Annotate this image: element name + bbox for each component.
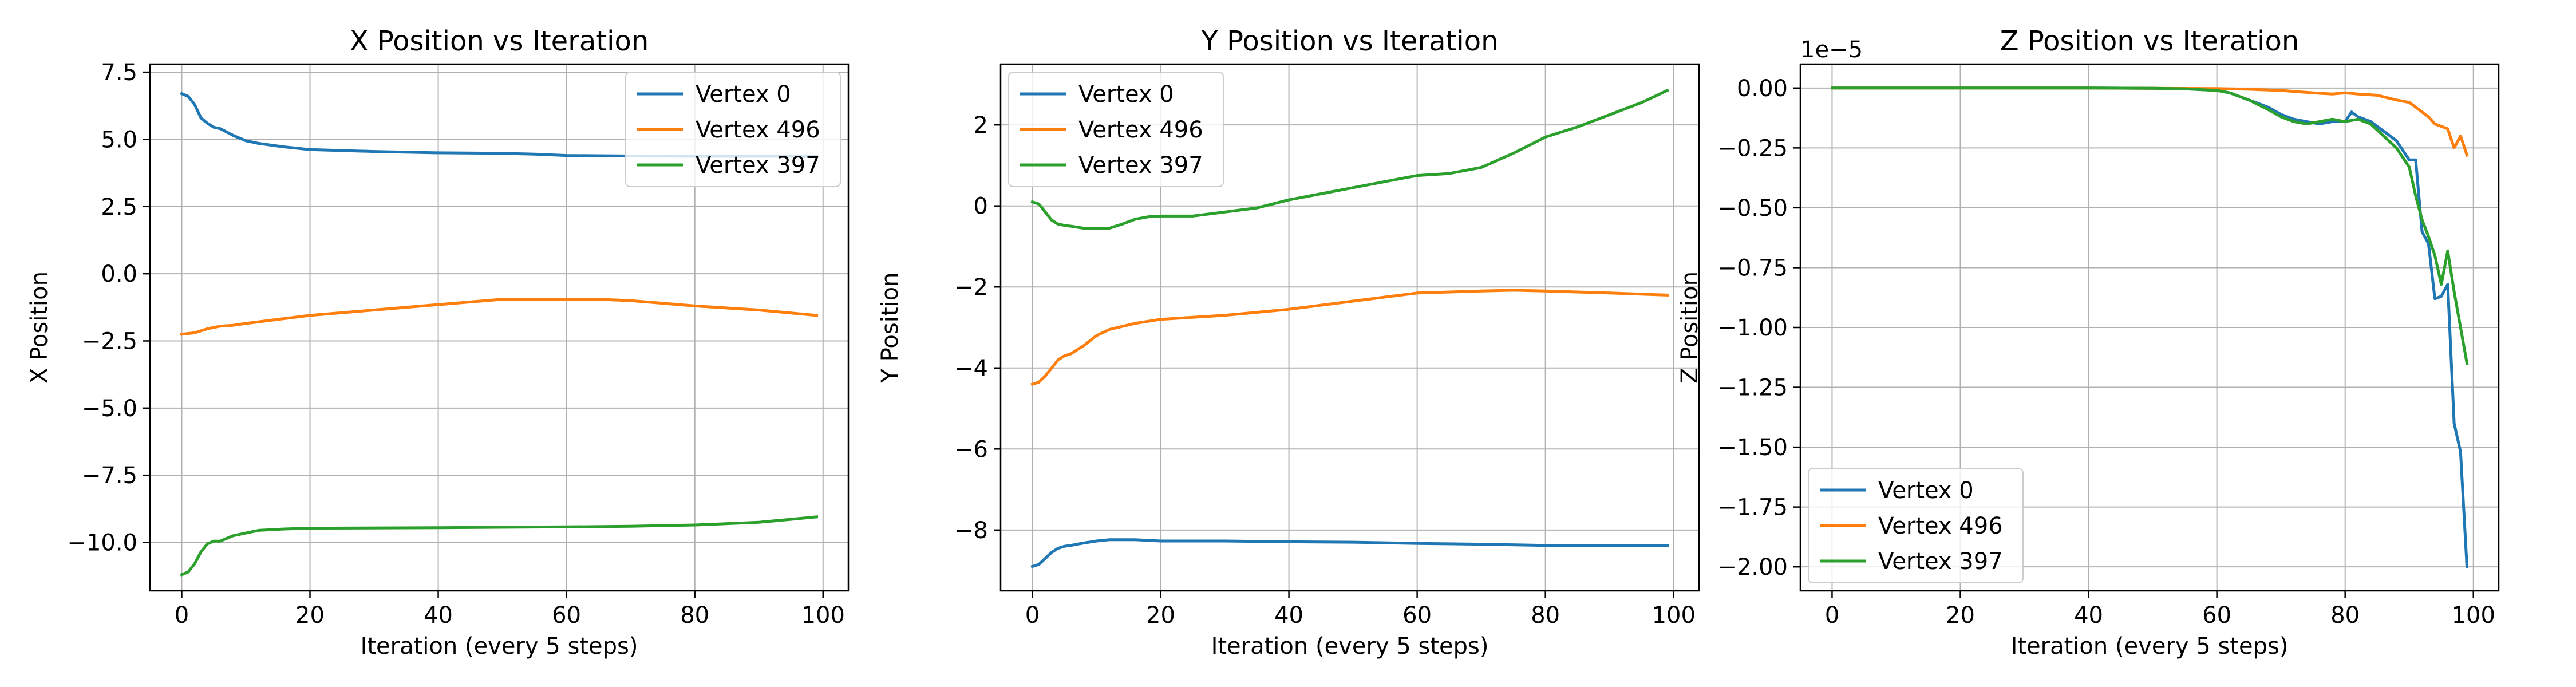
- x-tick-label: 100: [1652, 602, 1696, 629]
- x-tick-label: 40: [2074, 602, 2103, 629]
- chart-title: Y Position vs Iteration: [1201, 25, 1499, 57]
- legend-label: Vertex 0: [1878, 477, 1974, 504]
- y-tick-label: −1.75: [1717, 495, 1788, 521]
- y-tick-label: −7.5: [82, 463, 137, 489]
- x-tick-label: 100: [801, 602, 845, 629]
- y-tick-label: −0.50: [1717, 195, 1788, 222]
- plot-frame: [999, 63, 1700, 592]
- series-line: [1030, 289, 1669, 386]
- legend-label: Vertex 0: [696, 81, 791, 108]
- x-tick-label: 0: [1025, 602, 1040, 629]
- series-line: [1831, 86, 2469, 365]
- legend-label: Vertex 397: [696, 152, 820, 179]
- x-tick-label: 100: [2452, 602, 2495, 629]
- series-line: [180, 515, 819, 577]
- y-tick-label: −1.50: [1717, 435, 1788, 461]
- y-tick-label: 0.0: [101, 261, 137, 287]
- legend-box: [625, 72, 841, 187]
- x-axis-label: Iteration (every 5 steps): [1211, 633, 1489, 660]
- chart-panel-3: 0 20 40 60 80 100 0.00 −0.25 −0.50 −0.75 −1.00 −1.2…: [1677, 25, 2500, 660]
- legend-label: Vertex 397: [1878, 548, 2003, 575]
- y-tick-label: −5.0: [82, 396, 137, 422]
- y-tick-label: −2.5: [82, 328, 137, 354]
- y-tick-label: 7.5: [101, 60, 137, 86]
- legend-label: Vertex 397: [1078, 152, 1203, 179]
- x-tick-label: 80: [680, 602, 709, 629]
- y-tick-label: −1.00: [1717, 315, 1788, 341]
- legend-label: Vertex 0: [1078, 81, 1174, 108]
- x-tick-label: 60: [1402, 602, 1432, 629]
- x-tick-label: 80: [1531, 602, 1560, 629]
- x-axis-label: Iteration (every 5 steps): [361, 633, 638, 660]
- series-line: [1030, 88, 1669, 230]
- series-line: [180, 92, 818, 158]
- legend-label: Vertex 496: [1878, 513, 2003, 539]
- x-tick-label: 60: [2202, 602, 2231, 629]
- plot-frame: [149, 63, 850, 592]
- y-tick-label: −6: [954, 436, 988, 463]
- axis-offset-label: 1e−5: [1800, 37, 1863, 63]
- x-tick-label: 40: [424, 602, 453, 629]
- chart-title: X Position vs Iteration: [350, 25, 649, 57]
- series-line: [1831, 86, 2469, 157]
- y-tick-label: −2.00: [1717, 554, 1788, 581]
- series-line: [180, 298, 819, 336]
- x-tick-label: 20: [295, 602, 325, 629]
- y-tick-label: −2: [954, 274, 988, 301]
- x-tick-label: 20: [1946, 602, 1975, 629]
- y-tick-label: −8: [954, 518, 988, 544]
- legend: Vertex 0 Vertex 496 Vertex 397: [1808, 468, 2024, 583]
- y-tick-label: 5.0: [101, 127, 137, 153]
- y-tick-label: 2.5: [101, 194, 137, 220]
- legend-label: Vertex 496: [696, 117, 820, 143]
- legend-label: Vertex 496: [1078, 117, 1203, 143]
- y-tick-label: −4: [954, 356, 988, 382]
- x-tick-label: 0: [1825, 602, 1839, 629]
- x-tick-label: 60: [552, 602, 581, 629]
- y-tick-label: −10.0: [67, 530, 137, 556]
- chart-title: Z Position vs Iteration: [2000, 25, 2300, 57]
- y-tick-label: −0.25: [1717, 135, 1788, 161]
- y-tick-label: −1.25: [1717, 375, 1788, 401]
- legend-box: [1808, 468, 2024, 583]
- series-line: [1030, 538, 1669, 568]
- y-tick-label: 2: [974, 112, 988, 139]
- legend-box: [1008, 72, 1224, 187]
- x-tick-label: 80: [2330, 602, 2360, 629]
- y-axis-label: Z Position: [1677, 271, 1703, 384]
- y-tick-label: 0.00: [1737, 76, 1788, 102]
- x-axis-label: Iteration (every 5 steps): [2011, 633, 2289, 660]
- y-tick-label: 0: [974, 194, 988, 220]
- y-axis-label: X Position: [26, 271, 53, 384]
- legend: Vertex 0 Vertex 496 Vertex 397: [1008, 72, 1224, 187]
- x-tick-label: 0: [175, 602, 189, 629]
- y-tick-label: −0.75: [1717, 255, 1788, 281]
- chart-panel-1: 0 20 40 60 80 100 7.5 5.0 2.5 0.0 −2.5 −5.0 −7.5 −10.…: [26, 25, 850, 660]
- x-tick-label: 40: [1274, 602, 1303, 629]
- x-tick-label: 20: [1146, 602, 1175, 629]
- legend: Vertex 0 Vertex 496 Vertex 397: [625, 72, 841, 187]
- y-axis-label: Y Position: [877, 273, 903, 384]
